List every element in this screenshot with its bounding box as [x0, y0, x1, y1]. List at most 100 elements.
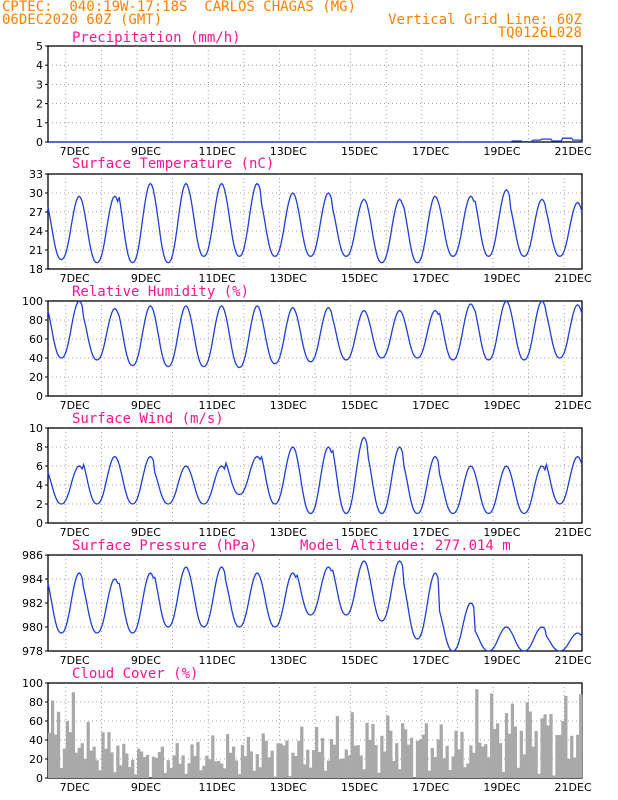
cloud-bar: [294, 755, 298, 778]
cloud-bar: [270, 750, 274, 778]
cloud-bar: [261, 733, 265, 778]
y-tick-label: 33: [29, 168, 43, 181]
cloud-bar: [199, 770, 203, 778]
cloud-bar: [567, 758, 571, 778]
cloud-bar: [543, 714, 547, 778]
y-tick-label: 100: [22, 295, 43, 308]
cloud-bar: [193, 755, 197, 778]
cloud-bar: [202, 765, 206, 778]
cloud-bar: [217, 760, 221, 778]
cloud-bar: [513, 726, 518, 778]
x-tick-label: 21DEC: [555, 145, 592, 158]
series-line: [47, 300, 583, 369]
cloud-bar: [320, 738, 325, 778]
cloud-bar: [154, 757, 159, 778]
x-tick-label: 11DEC: [199, 781, 236, 794]
cloud-bar: [356, 745, 360, 778]
plot-frame: [47, 300, 583, 397]
cloud-bar: [392, 760, 396, 778]
x-tick-label: 11DEC: [199, 526, 236, 539]
cloud-bar: [214, 761, 218, 778]
cloud-bar: [341, 758, 345, 778]
cloud-bar: [240, 745, 245, 778]
cloud-bar: [315, 726, 319, 778]
cloud-bar: [196, 741, 200, 778]
x-tick-label: 19DEC: [483, 781, 520, 794]
panel-1: Precipitation (mm/h) 0 1 2 3 4 5 7DEC 9DEC 11DEC 1…: [36, 30, 592, 158]
x-tick-label: 7DEC: [60, 781, 90, 794]
x-tick-label: 7DEC: [60, 145, 90, 158]
x-tick-label: 21DEC: [555, 399, 592, 412]
y-tick-label: 0: [36, 390, 43, 403]
cloud-bar: [332, 744, 337, 778]
y-tick-label: 4: [36, 479, 43, 492]
x-tick-label: 21DEC: [555, 272, 592, 285]
cloud-bar: [552, 775, 556, 778]
x-tick-label: 15DEC: [341, 399, 378, 412]
cloud-bar: [317, 751, 322, 778]
cloud-bar: [95, 760, 99, 778]
cloud-bar: [160, 746, 164, 778]
y-tick-label: 980: [22, 621, 43, 634]
y-tick-label: 2: [36, 498, 43, 511]
cloud-bar: [365, 722, 369, 778]
panel-title: Relative Humidity (%): [72, 284, 249, 300]
cloud-bar: [273, 776, 277, 778]
cloud-bar: [570, 735, 574, 778]
panel-5: Surface Pressure (hPa) Model Altitude: 27…: [22, 538, 592, 667]
cloud-bar: [279, 743, 283, 778]
cloud-bar: [228, 752, 233, 778]
cloud-bar: [98, 770, 102, 778]
x-tick-label: 7DEC: [60, 526, 90, 539]
panel-3: Relative Humidity (%) 0 20 40 60 80 100 7DEC 9DE…: [22, 284, 592, 412]
y-tick-label: 3: [36, 78, 43, 91]
cloud-bar: [137, 748, 141, 778]
cloud-bar: [234, 760, 239, 778]
cloud-bar: [564, 695, 568, 778]
cloud-bar: [166, 760, 170, 778]
cloud-bar: [451, 756, 455, 778]
series-line: [47, 182, 583, 264]
cloud-bar: [442, 758, 446, 778]
x-tick-label: 7DEC: [60, 272, 90, 285]
x-tick-label: 19DEC: [483, 272, 520, 285]
cloud-bar: [436, 739, 440, 778]
cloud-bar: [368, 739, 372, 778]
cloud-bar: [484, 744, 488, 778]
x-tick-label: 13DEC: [270, 272, 307, 285]
x-tick-label: 17DEC: [412, 272, 449, 285]
cloud-bar: [528, 711, 532, 778]
y-tick-label: 0: [36, 772, 43, 785]
x-tick-label: 17DEC: [412, 526, 449, 539]
cloud-bar: [226, 734, 230, 778]
cloud-bar: [510, 703, 515, 778]
cloud-bar: [86, 721, 90, 778]
cloud-bar: [288, 776, 292, 778]
cloud-bar: [178, 763, 182, 778]
panel-title: Surface Pressure (hPa): [72, 538, 257, 554]
cloud-bar: [157, 752, 162, 778]
y-tick-label: 30: [29, 187, 43, 200]
cloud-bar: [62, 748, 67, 778]
cloud-bar: [184, 773, 188, 778]
x-tick-label: 9DEC: [131, 654, 161, 667]
cloud-bar: [555, 735, 559, 778]
cloud-bar: [323, 770, 328, 778]
cloud-bar: [59, 768, 64, 778]
y-tick-label: 27: [29, 206, 43, 219]
cloud-bar: [475, 689, 479, 778]
cloud-bar: [205, 755, 209, 778]
cloud-bar: [540, 718, 544, 778]
cloud-bar: [460, 731, 464, 778]
cloud-bar: [374, 745, 378, 778]
cloud-bar: [74, 752, 78, 778]
y-tick-label: 40: [29, 352, 43, 365]
cloud-bar: [398, 769, 402, 778]
cloud-bar: [409, 737, 414, 778]
cloud-bar: [525, 702, 529, 778]
cloud-bar: [125, 753, 129, 778]
cloud-bar: [490, 693, 494, 778]
cloud-bar: [131, 759, 135, 778]
cloud-bar: [309, 767, 313, 778]
cloud-bar: [326, 760, 331, 778]
